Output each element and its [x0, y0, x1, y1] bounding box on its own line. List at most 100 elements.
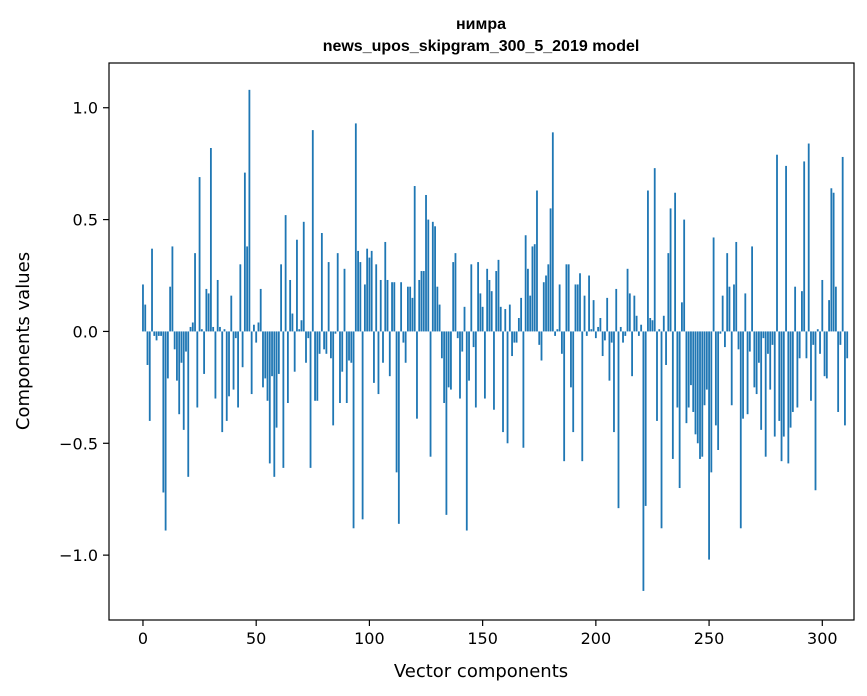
bar-88	[341, 331, 344, 372]
bar-17	[180, 331, 183, 363]
bar-281	[778, 331, 781, 421]
bar-177	[542, 282, 545, 332]
bar-272	[757, 331, 760, 363]
bar-226	[653, 168, 656, 332]
bar-146	[472, 331, 475, 348]
bar-160	[504, 309, 507, 332]
y-axis-ticks: −1.0 −0.5 0.0 0.5 1.0	[59, 99, 109, 565]
bar-183	[556, 329, 559, 332]
bar-26	[200, 329, 203, 332]
bar-167	[520, 297, 523, 332]
bar-93	[352, 331, 355, 529]
bar-54	[264, 331, 267, 379]
bar-192	[576, 284, 579, 332]
bar-137	[452, 262, 455, 332]
bar-266	[744, 293, 747, 332]
bar-10	[164, 331, 167, 531]
bar-1	[144, 304, 147, 332]
x-tick-label: 150	[467, 629, 498, 648]
bar-120	[413, 186, 416, 332]
bar-287	[791, 331, 794, 412]
bar-221	[642, 331, 645, 591]
bar-295	[810, 331, 812, 401]
bar-282	[780, 331, 783, 462]
bar-97	[361, 331, 364, 520]
bar-57	[271, 331, 273, 377]
bar-3	[148, 331, 151, 421]
bar-0	[142, 284, 144, 332]
bar-203	[601, 331, 604, 357]
bar-204	[604, 331, 606, 341]
bar-16	[178, 331, 181, 415]
bar-130	[436, 286, 439, 332]
bar-243	[692, 331, 695, 412]
bar-37	[225, 331, 228, 421]
bar-237	[678, 331, 681, 489]
bar-63	[284, 215, 287, 332]
bar-296	[812, 331, 815, 345]
bar-72	[305, 331, 307, 363]
bar-220	[640, 324, 643, 332]
bar-262	[735, 241, 738, 332]
bar-219	[637, 331, 640, 336]
bar-155	[493, 331, 495, 410]
bar-106	[382, 331, 384, 363]
x-tick-label: 100	[354, 629, 385, 648]
bar-275	[764, 331, 767, 457]
bar-242	[690, 331, 692, 386]
bar-150	[481, 306, 484, 332]
bar-124	[422, 271, 425, 332]
bar-182	[554, 331, 556, 336]
bar-67	[293, 331, 296, 372]
bar-74	[309, 331, 312, 468]
bar-66	[291, 313, 294, 332]
chart-title-line-2: news_upos_skipgram_300_5_2019 model	[323, 38, 640, 55]
bar-197	[588, 275, 590, 332]
bar-166	[517, 318, 520, 332]
bar-105	[379, 279, 382, 332]
bar-55	[266, 331, 269, 401]
bar-176	[540, 331, 543, 361]
bar-261	[733, 284, 735, 332]
bar-114	[400, 282, 403, 332]
bar-189	[570, 331, 572, 388]
bar-116	[404, 331, 407, 363]
bar-248	[703, 331, 706, 406]
bar-80	[323, 331, 326, 350]
bar-184	[558, 284, 561, 332]
bar-270	[753, 331, 756, 388]
bar-299	[819, 331, 821, 354]
bar-306	[834, 286, 837, 332]
bar-18	[182, 331, 185, 430]
bar-143	[465, 331, 468, 531]
bar-151	[483, 331, 486, 399]
bar-279	[773, 331, 776, 437]
bar-29	[207, 293, 210, 332]
bar-180	[549, 208, 552, 332]
bar-84	[332, 331, 335, 426]
bar-5	[153, 331, 156, 336]
bar-95	[357, 250, 359, 332]
bar-284	[785, 165, 787, 332]
bar-227	[656, 331, 658, 421]
bar-30	[209, 148, 212, 332]
bar-118	[409, 286, 412, 332]
bar-39	[230, 295, 233, 332]
bar-207	[610, 331, 613, 343]
bar-2	[146, 331, 149, 365]
bar-134	[445, 331, 448, 515]
bar-132	[440, 331, 443, 359]
bar-15	[176, 331, 178, 381]
bar-186	[563, 331, 566, 462]
bar-304	[830, 188, 833, 332]
bar-144	[468, 331, 470, 381]
bar-229	[660, 331, 663, 529]
bar-96	[359, 262, 362, 332]
bar-44	[241, 331, 244, 368]
bar-209	[615, 288, 618, 332]
bar-154	[490, 291, 493, 332]
y-tick-label: −1.0	[59, 546, 98, 565]
bar-27	[203, 331, 206, 374]
bar-285	[787, 331, 790, 464]
